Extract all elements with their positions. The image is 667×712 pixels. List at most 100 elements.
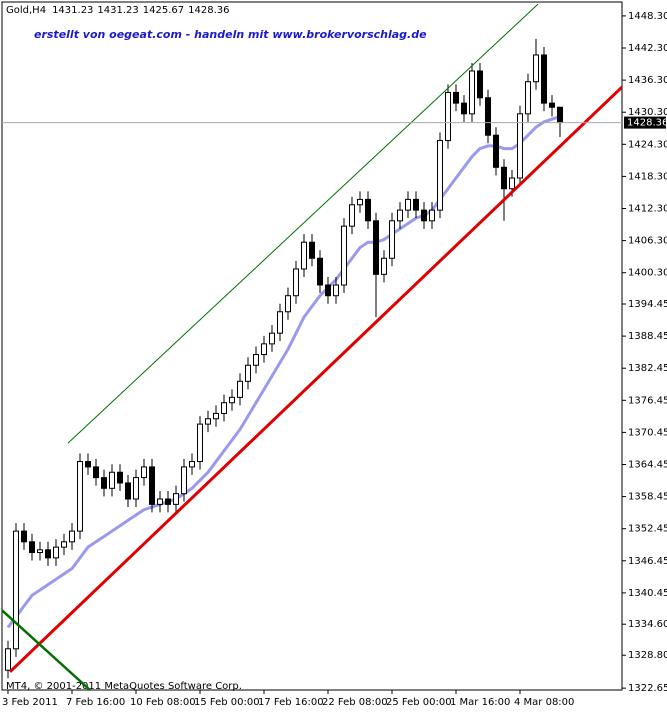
- candle-body: [445, 91, 451, 142]
- y-tick-label: 1340.45: [628, 588, 667, 599]
- price-label: 1428.36: [627, 118, 667, 129]
- x-tick-label: 4 Mar 08:00: [514, 697, 574, 708]
- x-tick-label: 1 Mar 16:00: [450, 697, 510, 708]
- candle-body: [333, 284, 339, 297]
- candle-body: [165, 498, 171, 505]
- candle-body: [477, 70, 483, 99]
- x-tick-label: 15 Feb 00:00: [194, 697, 260, 708]
- candle-body: [405, 198, 411, 211]
- candle-body: [365, 198, 371, 222]
- candle-body: [197, 423, 203, 463]
- x-tick-label: 17 Feb 16:00: [258, 697, 324, 708]
- candle-body: [501, 166, 507, 190]
- y-tick-label: 1418.30: [628, 171, 667, 182]
- candle-body: [29, 541, 35, 554]
- candle-body: [509, 177, 515, 190]
- candle-body: [349, 204, 355, 227]
- symbol: Gold,H4: [6, 5, 46, 16]
- trend-line: [67, 3, 539, 444]
- y-tick-label: 1400.30: [628, 268, 667, 279]
- candle-body: [533, 54, 539, 83]
- candle-body: [125, 482, 131, 500]
- candle-body: [325, 284, 331, 297]
- close-value: 1428.36: [188, 5, 229, 16]
- candle-body: [277, 311, 283, 334]
- y-tick-label: 1358.45: [628, 492, 667, 503]
- candle-body: [469, 70, 475, 115]
- candle-body: [205, 418, 211, 425]
- y-tick-label: 1424.30: [628, 139, 667, 150]
- candle-body: [285, 295, 291, 313]
- y-tick-label: 1382.45: [628, 363, 667, 374]
- candle-body: [525, 81, 531, 115]
- candle-body: [173, 493, 179, 505]
- candle-body: [101, 477, 107, 489]
- trend-line: [8, 85, 622, 673]
- candle-body: [541, 54, 547, 104]
- y-tick-label: 1352.45: [628, 524, 667, 535]
- candle-body: [493, 134, 499, 168]
- candle-body: [53, 546, 59, 559]
- y-tick-label: 1364.45: [628, 460, 667, 471]
- candle-body: [5, 648, 11, 671]
- candle-body: [269, 332, 275, 345]
- high-value: 1431.23: [97, 5, 138, 16]
- candle-body: [237, 380, 243, 398]
- candle-body: [13, 530, 19, 650]
- candle-body: [437, 140, 443, 211]
- candle-body: [213, 412, 219, 420]
- y-tick-label: 1376.45: [628, 395, 667, 406]
- candle-body: [485, 97, 491, 136]
- candle-body: [309, 241, 315, 259]
- low-value: 1425.67: [143, 5, 184, 16]
- candle-body: [85, 461, 91, 468]
- watermark: erstellt von oegeat.com - handeln mit ww…: [34, 28, 427, 41]
- y-tick-label: 1412.30: [628, 204, 667, 215]
- copyright: MT4, © 2001-2011 MetaQuotes Software Cor…: [6, 681, 242, 692]
- candle-body: [253, 354, 259, 366]
- y-tick-label: 1406.30: [628, 236, 667, 247]
- candle-body: [93, 466, 99, 479]
- candle-body: [357, 198, 363, 206]
- candle-body: [389, 220, 395, 259]
- y-tick-label: 1388.45: [628, 331, 667, 342]
- candle-body: [133, 477, 139, 500]
- candle-body: [317, 257, 323, 286]
- candle-body: [373, 220, 379, 275]
- candle-body: [229, 396, 235, 404]
- candle-body: [245, 364, 251, 382]
- y-tick-label: 1436.30: [628, 75, 667, 86]
- candle-body: [557, 106, 563, 124]
- y-tick-label: 1346.45: [628, 556, 667, 567]
- x-tick-label: 7 Feb 16:00: [66, 697, 125, 708]
- candle-body: [293, 268, 299, 297]
- candle-body: [517, 113, 523, 179]
- moving-average: [6, 115, 561, 629]
- y-tick-label: 1328.80: [628, 650, 667, 661]
- candle-body: [77, 461, 83, 532]
- candle-body: [117, 471, 123, 484]
- y-tick-label: 1430.30: [628, 107, 667, 118]
- candle-body: [341, 225, 347, 286]
- candle-body: [109, 471, 115, 489]
- candle-body: [413, 198, 419, 211]
- candle-body: [45, 549, 51, 559]
- candle-body: [157, 498, 163, 505]
- plot: [2, 3, 622, 690]
- x-tick-label: 22 Feb 08:00: [322, 697, 388, 708]
- candle-body: [21, 530, 27, 543]
- candle-body: [261, 343, 267, 356]
- candle-body: [69, 530, 75, 543]
- y-tick-label: 1322.65: [628, 683, 667, 694]
- candle-body: [149, 466, 155, 505]
- y-tick-label: 1334.60: [628, 619, 667, 630]
- open-value: 1431.23: [52, 5, 93, 16]
- header: Gold,H4 1431.23 1431.23 1425.67 1428.36: [6, 5, 230, 16]
- candle-body: [181, 466, 187, 495]
- candle-body: [549, 102, 555, 108]
- y-tick-label: 1442.30: [628, 43, 667, 54]
- y-tick-label: 1370.45: [628, 427, 667, 438]
- candle-body: [301, 241, 307, 270]
- candle-body: [189, 461, 195, 468]
